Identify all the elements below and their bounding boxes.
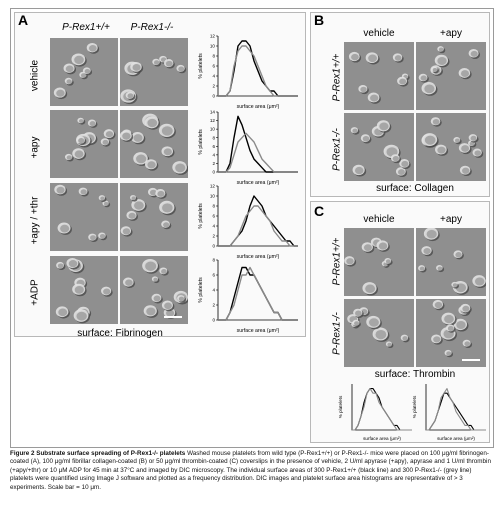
panel-b-row-wt: P-Rex1+/+ [331, 53, 343, 102]
y-tick-label: 6 [212, 214, 215, 219]
y-tick-label: 12 [210, 184, 216, 189]
series-line-ko [218, 205, 298, 247]
micrograph-c-wt-vehicle [344, 228, 414, 296]
y-tick-label: 14 [210, 110, 216, 115]
micrograph-c-ko-apy [416, 299, 486, 367]
y-axis-label: % platelets [198, 129, 204, 155]
series-line-wt [218, 115, 298, 173]
x-axis-label: surface area (μm²) [437, 436, 475, 441]
y-tick-label: 6 [212, 64, 215, 69]
panel-c-row-wt: P-Rex1+/+ [331, 237, 343, 286]
y-tick-label: 4 [212, 288, 215, 293]
caption-body: Washed mouse platelets from wild type (P… [10, 450, 491, 491]
series-line-ko [218, 45, 298, 97]
series-line-wt [218, 195, 298, 247]
y-tick-label: 10 [210, 194, 216, 199]
series-line-wt [352, 388, 412, 431]
x-axis-label: surface area (μm²) [237, 254, 280, 260]
y-tick-label: 4 [212, 152, 215, 157]
panel-c-letter: C [314, 203, 325, 219]
panel-b-row-ko: P-Rex1-/- [331, 128, 343, 171]
y-tick-label: 2 [212, 234, 215, 239]
y-tick-label: 2 [212, 303, 215, 308]
micrograph-a-ko-apy-thr [120, 183, 188, 251]
micrograph-a-ko-adp [120, 256, 188, 324]
micrograph-a-ko-apy [120, 110, 188, 178]
y-axis-label: % platelets [198, 203, 204, 229]
micrograph-a-wt-vehicle [50, 38, 118, 106]
micrograph-c-ko-vehicle [344, 299, 414, 367]
panel-a-row-vehicle: vehicle [29, 59, 41, 92]
y-tick-label: 4 [212, 224, 215, 229]
panel-a-row-apy-thr: +apy / +thr [29, 196, 41, 245]
panel-a-row-apy: +apy [29, 136, 41, 159]
micrograph-c-wt-apy [416, 228, 486, 296]
x-axis-label: surface area (μm²) [237, 328, 280, 334]
panel-b-col-vehicle: vehicle [363, 28, 395, 39]
y-tick-label: 0 [212, 94, 215, 99]
panel-a-row-adp: +ADP [29, 279, 41, 306]
y-axis-label: % platelets [338, 395, 343, 418]
panel-c-row-ko: P-Rex1-/- [331, 312, 343, 355]
x-axis-label: surface area (μm²) [237, 180, 280, 186]
x-axis-label: surface area (μm²) [363, 436, 401, 441]
micrograph-a-wt-apy-thr [50, 183, 118, 251]
y-tick-label: 8 [212, 258, 215, 263]
y-tick-label: 8 [212, 135, 215, 140]
histogram-a-apy: 0 2 4 6 8 10 12 14 % platelets surface area (μm²) [196, 108, 302, 186]
scale-bar [462, 359, 480, 361]
y-tick-label: 12 [210, 118, 216, 123]
micrograph-a-wt-apy [50, 110, 118, 178]
histogram-c-vehicle: % platelets surface area (μm²) [338, 380, 416, 442]
y-tick-label: 6 [212, 144, 215, 149]
histogram-c-apy: % platelets surface area (μm²) [412, 380, 490, 442]
panel-c-col-vehicle: vehicle [363, 214, 395, 225]
y-tick-label: 8 [212, 204, 215, 209]
micrograph-b-wt-apy [416, 42, 486, 110]
y-axis-label: % platelets [198, 277, 204, 303]
panel-b-col-apy: +apy [440, 28, 462, 39]
panel-b-letter: B [314, 12, 325, 28]
y-axis-label: % platelets [198, 53, 204, 79]
caption-title: Figure 2 Substrate surface spreading of … [10, 450, 186, 457]
series-line-ko [218, 266, 298, 321]
histogram-a-adp: 0 2 4 6 8 % platelets surface area (μm²) [196, 256, 302, 334]
y-tick-label: 0 [212, 244, 215, 249]
series-line-ko [426, 388, 486, 431]
panel-c-col-apy: +apy [440, 214, 462, 225]
micrograph-a-ko-vehicle [120, 38, 188, 106]
micrograph-b-ko-apy [416, 113, 486, 181]
y-tick-label: 8 [212, 54, 215, 59]
y-tick-label: 10 [210, 127, 216, 132]
panel-c-surface-label: surface: Thrombin [374, 369, 456, 380]
y-tick-label: 12 [210, 34, 216, 39]
micrograph-a-wt-adp [50, 256, 118, 324]
panel-a-letter: A [18, 12, 29, 28]
y-tick-label: 0 [212, 170, 215, 175]
micrograph-b-ko-vehicle [344, 113, 414, 181]
y-tick-label: 2 [212, 161, 215, 166]
figure-caption: Figure 2 Substrate surface spreading of … [10, 450, 494, 492]
histogram-a-vehicle: 0 2 4 6 8 10 12 % platelets surface area (μm²) [196, 32, 302, 110]
series-line-ko [218, 132, 298, 173]
y-tick-label: 0 [212, 318, 215, 323]
y-tick-label: 6 [212, 273, 215, 278]
panel-a-col-wt: P-Rex1+/+ [62, 22, 110, 33]
x-axis-label: surface area (μm²) [237, 104, 280, 110]
panel-b-surface-label: surface: Collagen [376, 183, 454, 194]
micrograph-b-wt-vehicle [344, 42, 414, 110]
panel-a-surface-label: surface: Fibrinogen [77, 328, 163, 339]
scale-bar [164, 316, 182, 318]
histogram-a-apy-thr: 0 2 4 6 8 10 12 % platelets surface area (μm²) [196, 182, 302, 260]
panel-a-col-ko: P-Rex1-/- [130, 22, 174, 33]
y-tick-label: 4 [212, 74, 215, 79]
y-tick-label: 10 [210, 44, 216, 49]
y-axis-label: % platelets [412, 395, 417, 418]
axis-line [217, 186, 298, 247]
series-line-ko [352, 388, 412, 431]
y-tick-label: 2 [212, 84, 215, 89]
